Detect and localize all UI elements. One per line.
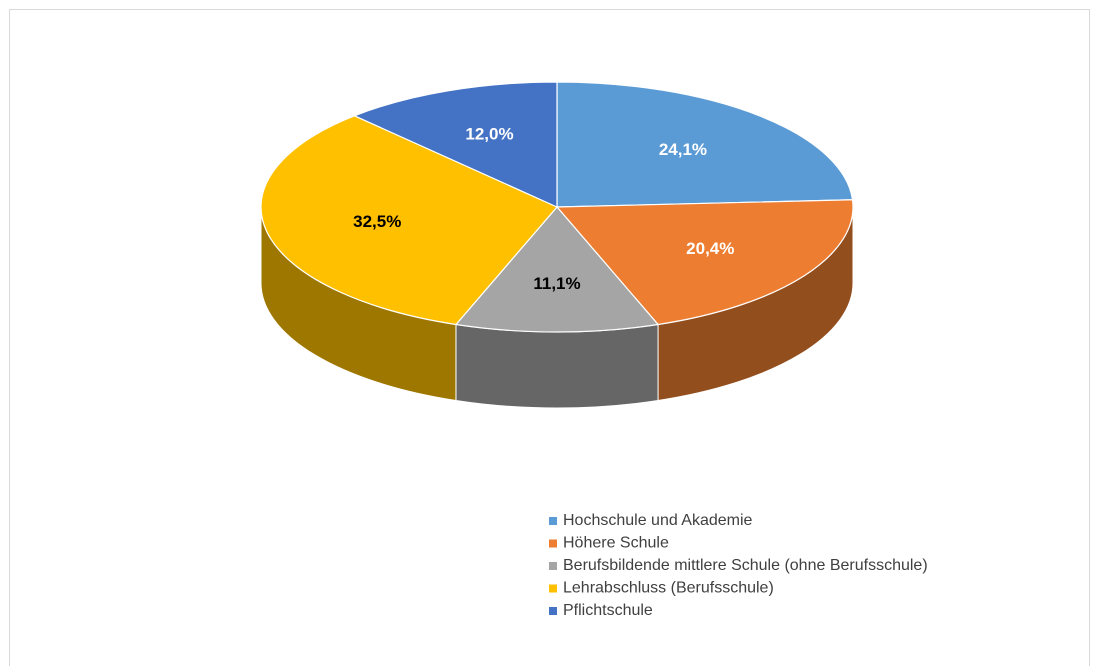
pie-side xyxy=(455,323,659,409)
legend-label: Hochschule und Akademie xyxy=(563,512,753,529)
legend-swatch xyxy=(549,517,557,525)
legend-swatch xyxy=(549,584,557,593)
legend-label: Pflichtschule xyxy=(563,602,653,619)
data-label: 20,4% xyxy=(686,239,734,258)
pie-slice xyxy=(556,81,854,208)
pie-slice xyxy=(454,206,660,333)
data-label: 32,5% xyxy=(353,212,401,231)
legend-label: Berufsbildende mittlere Schule (ohne Ber… xyxy=(563,557,928,574)
legend-swatch xyxy=(549,607,557,615)
data-label: 24,1% xyxy=(659,140,707,159)
pie-slice xyxy=(352,81,558,208)
legend-swatch xyxy=(549,562,557,570)
legend-swatch xyxy=(549,539,557,548)
data-label: 12,0% xyxy=(465,124,513,143)
data-label: 11,1% xyxy=(533,274,580,293)
pie-slice xyxy=(260,115,558,326)
legend-label: Höhere Schule xyxy=(563,535,669,552)
pie-slice xyxy=(555,199,854,326)
legend-label: Lehrabschluss (Berufsschule) xyxy=(563,580,774,597)
